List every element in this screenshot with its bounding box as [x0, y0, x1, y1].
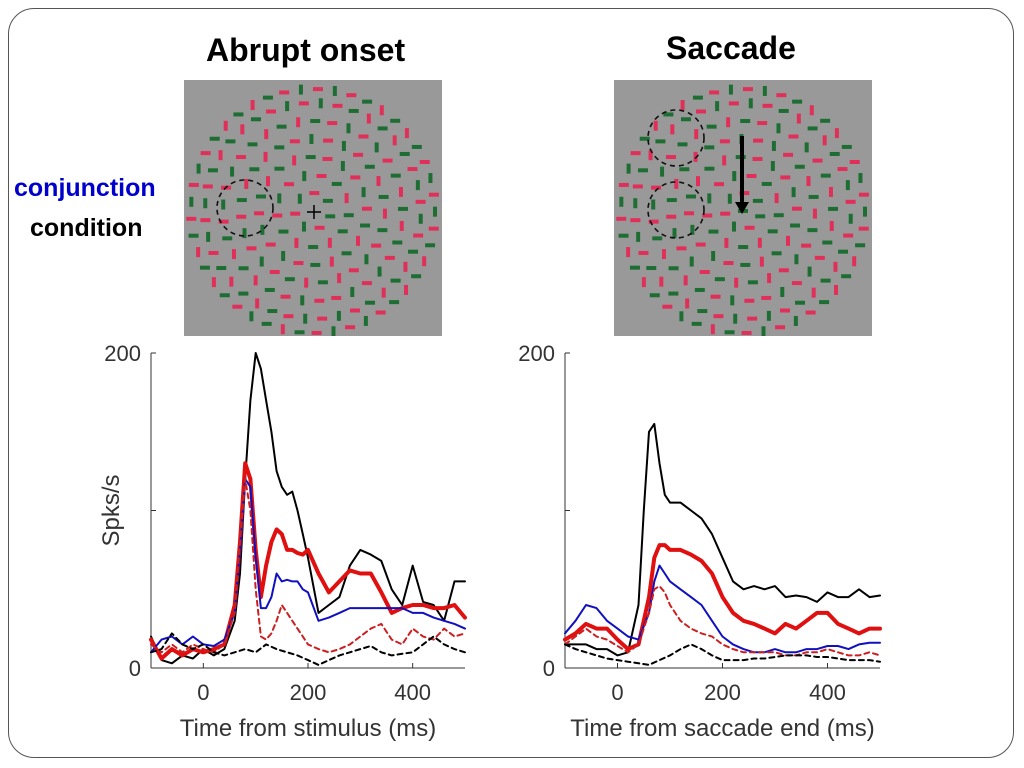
- x-axis-title: Time from saccade end (ms): [570, 715, 875, 742]
- x-tick-label: 400: [394, 680, 431, 705]
- target-location-circle: [216, 179, 274, 237]
- x-axis-title: Time from stimulus (ms): [180, 715, 436, 742]
- x-tick-label: 0: [197, 680, 209, 705]
- chart-abrupt-onset: 0 200 400 0 200 Time from stimulus (ms) Spks/s: [98, 341, 467, 742]
- y-tick-label: 0: [129, 656, 141, 681]
- condition-label-condition: condition: [30, 214, 143, 242]
- x-tick-label: 400: [809, 680, 846, 705]
- x-tick-label: 0: [611, 680, 623, 705]
- series-line: [564, 564, 881, 654]
- series-line: [150, 632, 466, 666]
- series-line: [150, 352, 466, 665]
- stimulus-display-saccade: [614, 80, 872, 336]
- series-line: [150, 478, 466, 654]
- y-axis-title: Spks/s: [98, 474, 125, 546]
- panel-title-saccade: Saccade: [666, 30, 796, 66]
- y-tick-label: 0: [543, 656, 555, 681]
- target-location-circle: [647, 109, 705, 167]
- series-line: [564, 422, 881, 657]
- series-line: [564, 643, 881, 666]
- y-tick-label: 200: [104, 341, 141, 366]
- condition-label-conjunction: conjunction: [14, 174, 156, 202]
- target-location-circle: [647, 181, 705, 239]
- series-line: [563, 543, 882, 652]
- series-line: [564, 585, 881, 657]
- saccade-arrow: [735, 136, 749, 214]
- y-tick-label: 200: [518, 341, 555, 366]
- series-line: [150, 478, 466, 654]
- fixation-cross: [307, 205, 321, 219]
- stimulus-display-abrupt-onset: [184, 80, 442, 336]
- x-tick-label: 200: [290, 680, 327, 705]
- chart-saccade: 0 200 400 0 200 Time from saccade end (ms): [518, 341, 882, 742]
- panel-title-abrupt-onset: Abrupt onset: [206, 32, 406, 68]
- x-tick-label: 200: [704, 680, 741, 705]
